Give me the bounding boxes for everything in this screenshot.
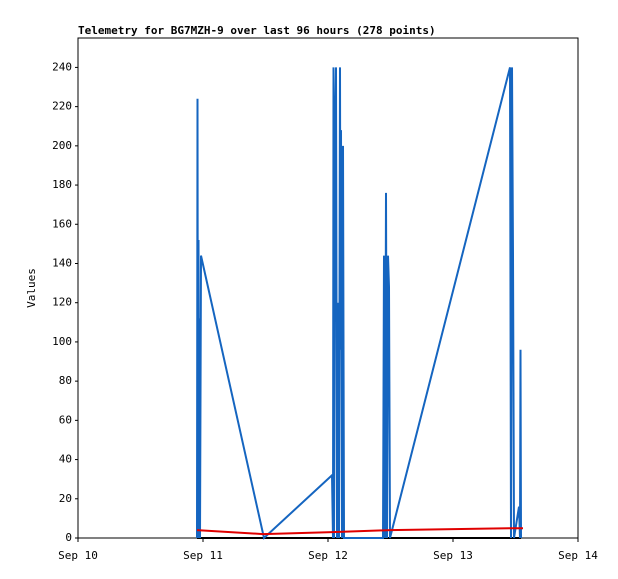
y-tick-label: 240 bbox=[52, 60, 72, 73]
y-tick-label: 140 bbox=[52, 256, 72, 269]
plot-frame bbox=[77, 37, 579, 539]
chart-title: Telemetry for BG7MZH-9 over last 96 hour… bbox=[78, 24, 436, 37]
y-tick-label: 180 bbox=[52, 178, 72, 191]
y-tick-label: 160 bbox=[52, 217, 72, 230]
y-tick-label: 20 bbox=[59, 492, 72, 505]
y-tick-label: 0 bbox=[65, 531, 72, 544]
y-tick-label: 120 bbox=[52, 296, 72, 309]
y-tick-label: 60 bbox=[59, 413, 72, 426]
y-axis-label: Values bbox=[25, 268, 38, 308]
y-tick-label: 220 bbox=[52, 100, 72, 113]
x-tick-label: Sep 10 bbox=[58, 549, 98, 562]
y-tick-label: 100 bbox=[52, 335, 72, 348]
series-line bbox=[196, 67, 522, 540]
y-tick-label: 40 bbox=[59, 453, 72, 466]
y-tick-label: 200 bbox=[52, 139, 72, 152]
series-line bbox=[196, 527, 523, 536]
x-tick-label: Sep 13 bbox=[433, 549, 473, 562]
x-tick-label: Sep 14 bbox=[558, 549, 598, 562]
x-tick-label: Sep 12 bbox=[308, 549, 348, 562]
x-tick-label: Sep 11 bbox=[183, 549, 223, 562]
y-tick-label: 80 bbox=[59, 374, 72, 387]
